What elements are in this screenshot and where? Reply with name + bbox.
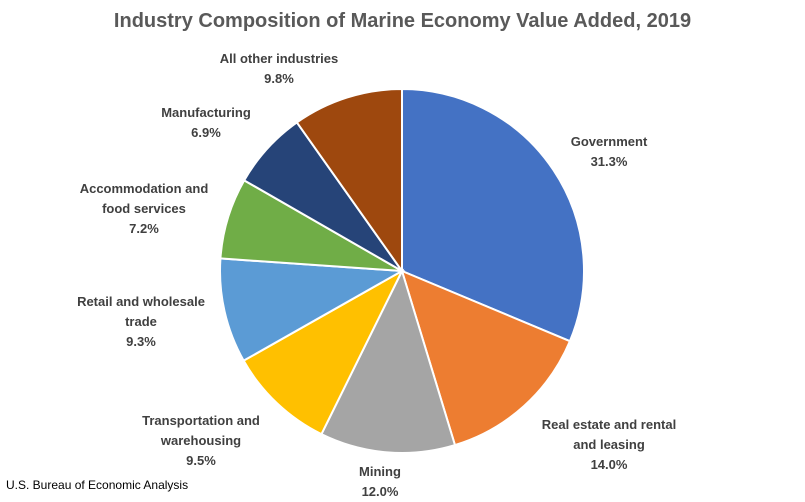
source-note: U.S. Bureau of Economic Analysis — [6, 478, 189, 492]
pie-slice — [320, 268, 457, 454]
value-label: 14.0% — [590, 457, 628, 472]
slice-label: Real estate and rental and leasing 14.0% — [529, 415, 689, 475]
category-label: Real estate and rental and leasing — [541, 417, 677, 452]
value-label: 7.2% — [129, 221, 159, 236]
slice-label: Retail and wholesale trade 9.3% — [66, 292, 216, 352]
category-label: Mining — [359, 464, 401, 479]
value-label: 9.8% — [264, 71, 294, 86]
category-label: Government — [570, 134, 648, 149]
slice-label: Manufacturing 6.9% — [146, 103, 266, 143]
slice-label: All other industries 9.8% — [194, 49, 364, 89]
slice-label: Mining 12.0% — [320, 462, 440, 502]
value-label: 9.5% — [186, 453, 216, 468]
pie-slice — [242, 268, 405, 436]
slice-label: Government 31.3% — [549, 132, 669, 172]
value-label: 6.9% — [191, 125, 221, 140]
value-label: 12.0% — [361, 484, 399, 499]
value-label: 31.3% — [590, 154, 628, 169]
slice-label: Transportation and warehousing 9.5% — [131, 411, 271, 471]
pie-slice — [400, 269, 572, 447]
pie-slice — [219, 257, 406, 363]
category-label: Manufacturing — [161, 105, 251, 120]
pie-slice — [401, 87, 585, 343]
category-label: Retail and wholesale trade — [77, 294, 205, 329]
slice-label: Accommodation and food services 7.2% — [69, 179, 219, 239]
pie-slice — [295, 87, 403, 275]
chart-title: Industry Composition of Marine Economy V… — [113, 10, 692, 32]
category-label: Transportation and warehousing — [142, 413, 260, 448]
category-label: Accommodation and food services — [79, 181, 209, 216]
category-label: All other industries — [219, 51, 339, 66]
value-label: 9.3% — [126, 334, 156, 349]
